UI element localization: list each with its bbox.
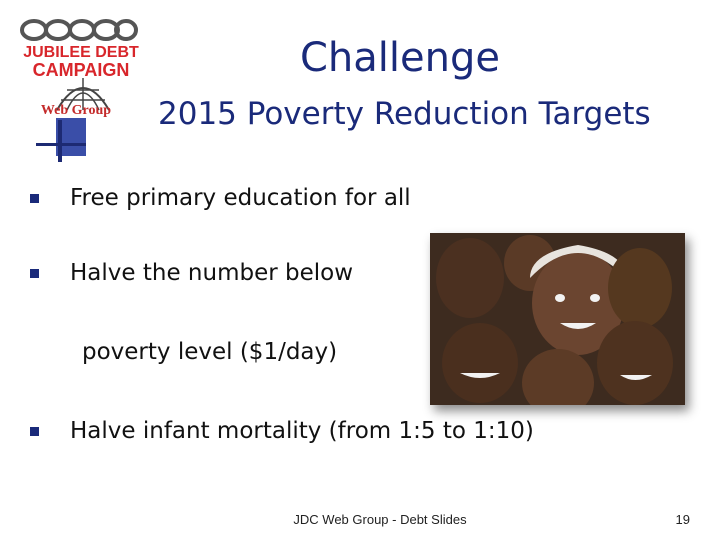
page-number: 19 (675, 512, 690, 527)
slide-subtitle: 2015 Poverty Reduction Targets (158, 96, 651, 132)
square-bullet-icon (30, 269, 39, 278)
square-bullet-icon (30, 427, 39, 436)
decor-line-vertical (58, 120, 62, 162)
bullet-text: Halve infant mortality (from 1:5 to 1:10… (70, 418, 534, 444)
children-photo-illustration (430, 233, 685, 405)
bullet-item: Halve infant mortality (from 1:5 to 1:10… (30, 416, 590, 446)
footer-text: JDC Web Group - Debt Slides (293, 512, 467, 527)
children-photo (430, 233, 685, 405)
bullet-continuation: poverty level ($1/day) (82, 339, 338, 365)
jubilee-debt-campaign-logo: JUBILEE DEBT CAMPAIGN Web Group (8, 12, 148, 122)
logo-web-group: Web Group (40, 103, 112, 118)
decor-line-horizontal (36, 143, 86, 146)
bullet-text: Halve the number below (70, 260, 354, 286)
bullet-text: Free primary education for all (70, 185, 411, 211)
slide-title: Challenge (300, 35, 500, 81)
chain-icon (20, 19, 138, 41)
logo-text-line1: JUBILEE DEBT (23, 44, 139, 61)
bullet-item: Halve the number below (30, 258, 420, 288)
logo-text-line2: CAMPAIGN (32, 60, 130, 80)
globe-icon (56, 78, 110, 111)
square-bullet-icon (30, 194, 39, 203)
bullet-item: Free primary education for all (30, 183, 450, 213)
